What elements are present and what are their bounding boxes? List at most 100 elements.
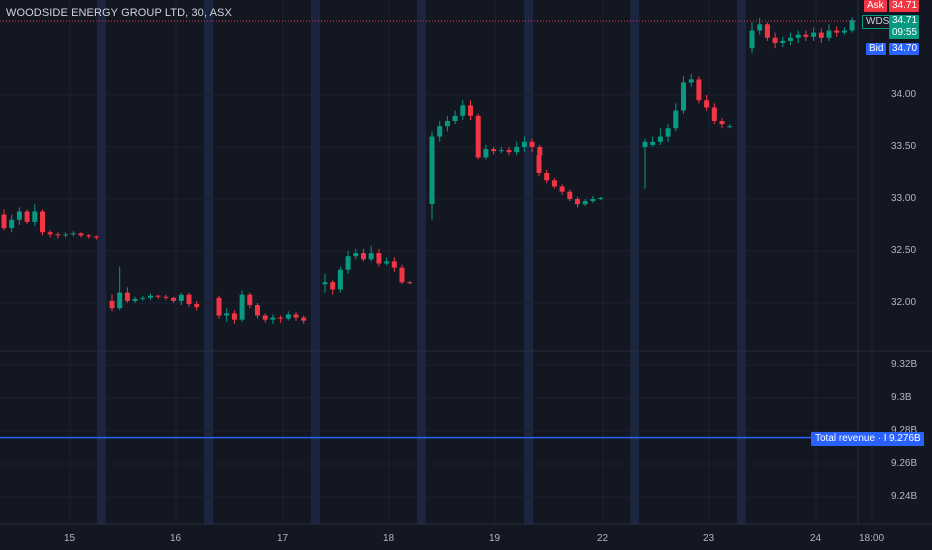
candle-body [849, 20, 855, 31]
candle-body [93, 236, 99, 238]
candle-body [681, 82, 686, 111]
candle-body [704, 100, 710, 108]
candle-body [590, 199, 596, 202]
session-band-2 [311, 0, 320, 524]
candle-body [811, 32, 817, 37]
session-band-3 [417, 0, 426, 524]
candle-body [582, 201, 588, 205]
revenue-tick-label: 9.28B [891, 425, 918, 436]
candle-body [285, 314, 291, 319]
revenue-value-tag: 9.276B [886, 432, 924, 446]
time-tick-label: 24 [810, 533, 822, 544]
candle-body [55, 234, 61, 236]
candle-body [841, 30, 847, 33]
candle-body [384, 261, 390, 264]
price-tick-label: 32.50 [891, 245, 917, 256]
candle-body [506, 150, 512, 153]
candle-body [498, 150, 504, 152]
revenue-tick-label: 9.3B [891, 392, 912, 403]
price-tick-label: 34.00 [891, 89, 917, 100]
candle-body [148, 295, 153, 298]
candle-body [32, 211, 38, 222]
candle-body [650, 141, 656, 145]
candle-body [278, 317, 284, 319]
candle-body [559, 186, 565, 192]
candle-body [514, 147, 520, 153]
time-tick-label: 16 [170, 533, 182, 544]
symbol-tag: WDS [862, 15, 894, 29]
session-band-4 [524, 0, 533, 524]
candle-body [575, 199, 580, 205]
session-band-1 [204, 0, 213, 524]
candle-body [361, 253, 366, 260]
time-tick-label: 18 [383, 533, 395, 544]
time-tick-label: 22 [597, 533, 609, 544]
candle-body [696, 79, 702, 101]
candle-body [194, 304, 200, 308]
candle-body [521, 141, 527, 147]
candle-body [216, 297, 222, 316]
candle-body [567, 191, 573, 199]
candle-body [834, 30, 840, 33]
candle-body [826, 30, 832, 38]
candle-body [47, 232, 53, 235]
candle-body [803, 34, 809, 37]
candle-body [551, 180, 557, 187]
candle-body [788, 37, 793, 41]
price-tick-label: 33.00 [891, 193, 917, 204]
candle-body [70, 233, 76, 235]
revenue-tick-label: 9.24B [891, 491, 918, 502]
candle-body [537, 147, 543, 156]
candle-body [475, 115, 481, 158]
candle-body [665, 128, 671, 137]
candle-body [727, 126, 733, 128]
candle-body [16, 211, 22, 220]
candle-body [140, 297, 146, 299]
candle-body [117, 292, 123, 309]
candle-body [353, 253, 359, 257]
candle-body [536, 155, 542, 173]
price-tick-label: 32.00 [891, 297, 917, 308]
revenue-label-tag: Total revenue · FY [811, 432, 901, 446]
candle-body [293, 314, 299, 318]
candle-body [78, 233, 84, 236]
candle-body [63, 234, 69, 236]
time-tick-label: 15 [64, 533, 76, 544]
candle-body [719, 121, 725, 125]
chart-title: WOODSIDE ENERGY GROUP LTD, 30, ASX [6, 7, 232, 19]
time-tick-label: 17 [277, 533, 289, 544]
candle-body [780, 40, 786, 43]
candle-body [772, 37, 778, 43]
candle-body [429, 136, 435, 205]
candle-body [711, 107, 717, 121]
ask-value: 34.71 [889, 0, 919, 12]
bid-value: 34.70 [889, 43, 919, 55]
candle-body [764, 24, 770, 38]
time-tick-label: 23 [703, 533, 715, 544]
candle-body [688, 79, 694, 83]
last-price-tag: 34.71 [889, 15, 919, 27]
session-band-0 [97, 0, 106, 524]
candle-body [40, 211, 45, 233]
candle-body [657, 136, 663, 142]
candle-body [270, 317, 276, 320]
candle-body [483, 149, 489, 158]
bid-label: Bid [866, 43, 887, 55]
candle-body [598, 197, 604, 199]
revenue-tick-label: 9.32B [891, 359, 918, 370]
candle-body [468, 105, 473, 116]
candle-body [86, 235, 92, 237]
countdown-tag: 09:55 [889, 27, 919, 39]
ask-label: Ask [864, 0, 887, 12]
candle-body [491, 149, 497, 152]
candle-body [757, 24, 763, 31]
candle-body [452, 115, 458, 121]
candle-body [460, 105, 466, 116]
session-band-5 [630, 0, 639, 524]
revenue-tick-label: 9.26B [891, 458, 918, 469]
candle-body [391, 261, 397, 268]
candle-body [239, 294, 245, 320]
candle-body [262, 315, 268, 320]
